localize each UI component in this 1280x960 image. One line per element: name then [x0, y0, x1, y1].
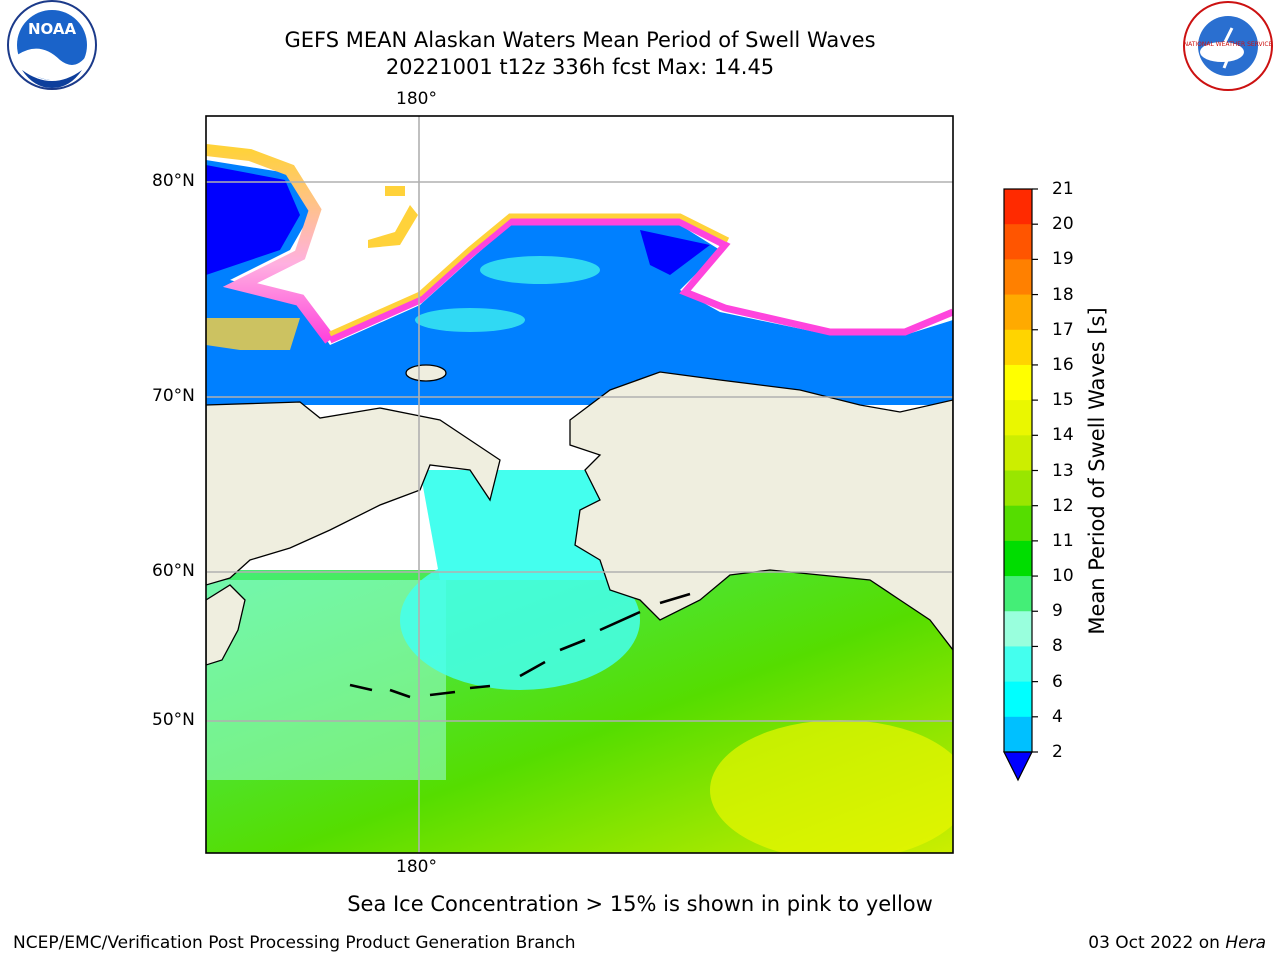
colorbar-label: Mean Period of Swell Waves [s] — [1085, 307, 1109, 635]
noaa-logo-text: NOAA — [28, 20, 77, 38]
colorbar-tick-label: 18 — [1052, 284, 1074, 305]
arctic-swell-field — [206, 160, 953, 405]
sea-ice-note: Sea Ice Concentration > 15% is shown in … — [347, 892, 933, 916]
colorbar-tick-label: 4 — [1052, 706, 1063, 727]
ice-floe-2 — [368, 205, 418, 248]
ice-floe-3 — [206, 318, 300, 350]
longitude-label-bottom: 180° — [396, 857, 437, 877]
gulf-high-period-patch — [710, 720, 953, 853]
ice-floe-1 — [385, 186, 405, 196]
arctic-cyan-patch-2 — [415, 308, 525, 332]
colorbar-under-extension — [1003, 751, 1033, 782]
latitude-label-50n: 50°N — [152, 710, 195, 730]
colorbar-segment — [1004, 294, 1032, 331]
land-wrangel-island — [405, 364, 447, 382]
colorbar-tick-label: 14 — [1052, 425, 1074, 446]
bering-strait-field — [420, 470, 620, 580]
aleutian-islands — [349, 592, 691, 699]
colorbar — [1003, 188, 1038, 782]
footer-date: 03 Oct 2022 on Hera — [1088, 933, 1266, 953]
colorbar-tick-label: 8 — [1052, 636, 1063, 657]
land-alaska — [569, 371, 953, 652]
colorbar-tick-label: 13 — [1052, 460, 1074, 481]
colorbar-segment — [1004, 576, 1032, 612]
colorbar-segment — [1004, 435, 1032, 471]
colorbar-tick-label: 20 — [1052, 214, 1074, 235]
nws-logo: NATIONAL WEATHER SERVICE — [1183, 1, 1273, 91]
colorbar-tick-label: 17 — [1052, 319, 1074, 340]
colorbar-segment — [1004, 189, 1032, 225]
land-siberia — [206, 401, 501, 586]
latitude-label-60n: 60°N — [152, 561, 195, 581]
colorbar-segment — [1004, 259, 1032, 296]
colorbar-segment — [1004, 224, 1032, 260]
colorbar-tick-label: 11 — [1052, 530, 1074, 551]
longitude-label-top: 180° — [396, 89, 437, 109]
land-kamchatka — [206, 584, 246, 666]
colorbar-segment — [1004, 400, 1032, 436]
colorbar-tick-label: 15 — [1052, 390, 1074, 411]
colorbar-tick-label: 16 — [1052, 354, 1074, 375]
footer-credit: NCEP/EMC/Verification Post Processing Pr… — [13, 933, 576, 953]
noaa-logo: NOAA — [7, 0, 97, 90]
colorbar-segment — [1004, 646, 1032, 683]
map-frame — [205, 115, 954, 854]
footer-machine: Hera — [1225, 933, 1266, 953]
nws-logo-text: NATIONAL WEATHER SERVICE — [1184, 41, 1273, 48]
arctic-cyan-patch — [480, 256, 600, 284]
latitude-label-70n: 70°N — [152, 386, 195, 406]
chart-title: GEFS MEAN Alaskan Waters Mean Period of … — [284, 28, 876, 52]
colorbar-tick-label: 19 — [1052, 249, 1074, 270]
colorbar-tick-label: 6 — [1052, 671, 1063, 692]
bering-sea-low-period-patch — [400, 550, 640, 690]
colorbar-tick-label: 21 — [1052, 179, 1074, 199]
colorbar-segment — [1004, 505, 1032, 542]
sea-ice-edge-arctic — [328, 218, 953, 344]
chukchi-min-period-patch — [640, 230, 710, 275]
colorbar-segment — [1004, 540, 1032, 577]
colorbar-tick-label: 10 — [1052, 566, 1074, 587]
colorbar-segment — [1004, 681, 1032, 718]
chart-subtitle-forecast: 20221001 t12z 336h fcst Max: 14.45 — [385, 55, 775, 79]
colorbar-tick-label: 2 — [1052, 742, 1063, 762]
graticule — [206, 116, 953, 853]
arctic-min-period-patch — [206, 165, 300, 275]
latitude-label-80n: 80°N — [152, 171, 195, 191]
colorbar-segment — [1004, 716, 1032, 753]
sea-ice-edge-west — [206, 144, 335, 344]
colorbar-segment — [1004, 329, 1032, 366]
colorbar-tick-label: 9 — [1052, 601, 1063, 622]
colorbar-segment — [1004, 470, 1032, 507]
colorbar-tick-label: 12 — [1052, 495, 1074, 516]
footer-date-text: 03 Oct 2022 on — [1088, 933, 1226, 953]
map-area — [206, 116, 953, 853]
colorbar-segment — [1004, 364, 1032, 401]
colorbar-segment — [1004, 611, 1032, 647]
sea-ice-edge-yellow — [328, 213, 730, 337]
